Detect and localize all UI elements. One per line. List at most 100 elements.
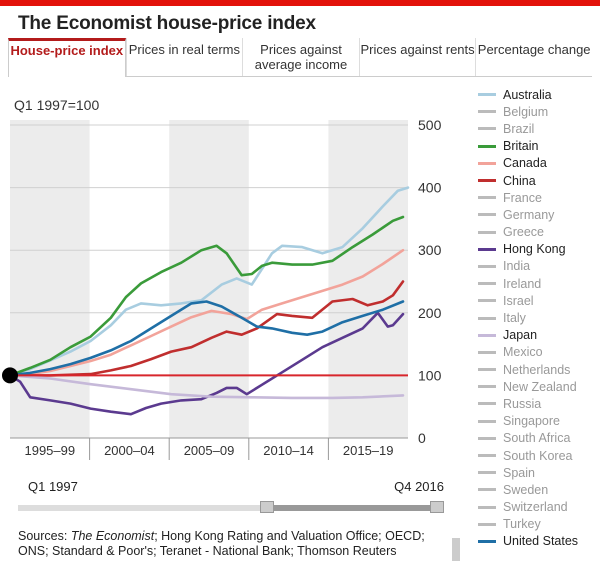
tab-bar: House-price index Prices in real terms P…	[8, 38, 592, 77]
tab-real-terms[interactable]: Prices in real terms	[125, 38, 243, 76]
series-line-united-states	[8, 300, 405, 377]
legend-item-belgium[interactable]: Belgium	[478, 103, 598, 120]
legend-swatch	[478, 110, 496, 114]
legend-item-japan[interactable]: Japan	[478, 327, 598, 344]
legend-label: Netherlands	[503, 362, 571, 377]
legend-swatch	[478, 282, 496, 286]
legend-swatch	[478, 368, 496, 372]
legend-swatch	[478, 127, 496, 131]
legend-swatch	[478, 333, 496, 337]
legend-item-italy[interactable]: Italy	[478, 309, 598, 326]
page-title: The Economist house-price index	[18, 13, 316, 34]
legend-swatch	[478, 144, 496, 148]
x-tick-label: 2000–04	[104, 443, 155, 458]
legend-item-hong-kong[interactable]: Hong Kong	[478, 241, 598, 258]
sources-italic: The Economist	[70, 529, 155, 543]
legend-item-china[interactable]: China	[478, 172, 598, 189]
legend-item-australia[interactable]: Australia	[478, 86, 598, 103]
legend-item-britain[interactable]: Britain	[478, 138, 598, 155]
range-end-handle[interactable]	[430, 501, 444, 513]
legend-label: France	[503, 190, 542, 205]
legend-swatch	[478, 179, 496, 183]
legend-label: Ireland	[503, 276, 542, 291]
series-line-australia	[8, 186, 410, 377]
legend-swatch	[478, 230, 496, 234]
legend-swatch	[478, 247, 496, 251]
tab-house-price-index[interactable]: House-price index	[8, 38, 126, 77]
legend-label: Israel	[503, 293, 534, 308]
y-tick-label: 100	[418, 367, 442, 383]
legend-swatch	[478, 539, 496, 543]
legend-item-turkey[interactable]: Turkey	[478, 516, 598, 533]
y-tick-label: 500	[418, 117, 442, 133]
legend-item-germany[interactable]: Germany	[478, 206, 598, 223]
sources-prefix: Sources:	[18, 529, 71, 543]
sources-rest: ; Hong Kong Rating and Valuation Office;…	[18, 529, 425, 558]
legend-label: Switzerland	[503, 500, 568, 515]
slider-track[interactable]	[18, 505, 442, 511]
legend-item-new-zealand[interactable]: New Zealand	[478, 378, 598, 395]
y-tick-label: 200	[418, 305, 442, 321]
legend-item-brazil[interactable]: Brazil	[478, 120, 598, 137]
tab-against-rents[interactable]: Prices against rents	[358, 38, 476, 76]
legend-label: China	[503, 173, 536, 188]
legend-swatch	[478, 385, 496, 389]
legend-item-russia[interactable]: Russia	[478, 395, 598, 412]
y-tick-label: 400	[418, 180, 442, 196]
legend-item-israel[interactable]: Israel	[478, 292, 598, 309]
legend-label: Germany	[503, 207, 555, 222]
legend-item-ireland[interactable]: Ireland	[478, 275, 598, 292]
legend-label: United States	[503, 534, 579, 549]
legend-label: Australia	[503, 87, 552, 102]
legend-label: New Zealand	[503, 379, 577, 394]
range-start-handle[interactable]	[260, 501, 274, 513]
legend-label: Canada	[503, 156, 547, 171]
legend-swatch	[478, 161, 496, 165]
x-tick-label: 2015–19	[343, 443, 394, 458]
scrollbar[interactable]	[452, 538, 460, 561]
series-line-china	[8, 280, 405, 377]
legend-swatch	[478, 316, 496, 320]
legend-item-united-states[interactable]: United States	[478, 533, 598, 550]
legend-item-switzerland[interactable]: Switzerland	[478, 499, 598, 516]
series-line-britain	[8, 215, 405, 377]
legend-label: Greece	[503, 225, 544, 240]
date-range-slider: Q1 1997 Q4 2016	[14, 475, 446, 523]
legend-label: Hong Kong	[503, 242, 566, 257]
legend-label: Belgium	[503, 104, 549, 119]
legend: Australia Belgium Brazil Britain Canada China…	[478, 86, 598, 550]
legend-label: South Africa	[503, 431, 571, 446]
legend-item-france[interactable]: France	[478, 189, 598, 206]
range-end-label: Q4 2016	[394, 479, 444, 494]
legend-item-south-korea[interactable]: South Korea	[478, 447, 598, 464]
title-bar: The Economist house-price index	[0, 0, 600, 38]
legend-label: Spain	[503, 465, 535, 480]
legend-swatch	[478, 93, 496, 97]
legend-item-singapore[interactable]: Singapore	[478, 413, 598, 430]
range-start-label: Q1 1997	[28, 479, 78, 494]
legend-item-spain[interactable]: Spain	[478, 464, 598, 481]
legend-item-canada[interactable]: Canada	[478, 155, 598, 172]
legend-swatch	[478, 299, 496, 303]
tab-against-income[interactable]: Prices against average income	[242, 38, 359, 76]
legend-item-india[interactable]: India	[478, 258, 598, 275]
period-band	[10, 120, 90, 438]
legend-item-south-africa[interactable]: South Africa	[478, 430, 598, 447]
legend-label: Sweden	[503, 482, 549, 497]
legend-item-mexico[interactable]: Mexico	[478, 344, 598, 361]
legend-label: Japan	[503, 328, 538, 343]
legend-item-greece[interactable]: Greece	[478, 224, 598, 241]
x-tick-label: 2005–09	[184, 443, 235, 458]
legend-item-netherlands[interactable]: Netherlands	[478, 361, 598, 378]
legend-label: Italy	[503, 311, 526, 326]
x-tick-label: 1995–99	[24, 443, 75, 458]
tab-percentage-change[interactable]: Percentage change	[475, 38, 592, 76]
y-tick-label: 0	[418, 430, 426, 446]
legend-swatch	[478, 350, 496, 354]
legend-item-sweden[interactable]: Sweden	[478, 481, 598, 498]
index-base-label: Q1 1997=100	[14, 97, 100, 113]
legend-swatch	[478, 436, 496, 440]
series-line-canada	[8, 248, 405, 377]
legend-swatch	[478, 522, 496, 526]
legend-label: India	[503, 259, 531, 274]
